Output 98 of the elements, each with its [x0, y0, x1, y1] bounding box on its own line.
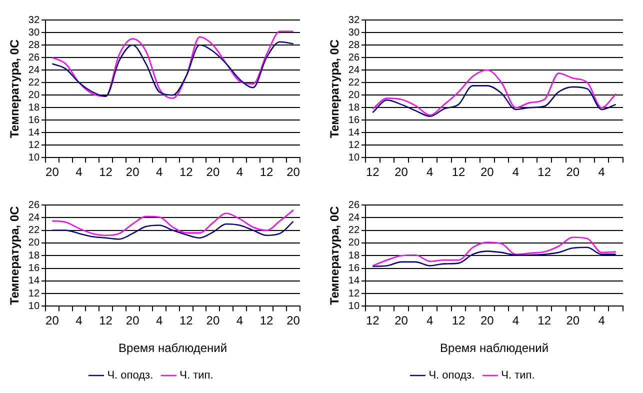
- x-tick-label: 4: [76, 165, 83, 180]
- x-tick-label: 20: [566, 314, 580, 328]
- x-tick-label: 20: [126, 165, 140, 180]
- x-tick-label: 4: [598, 165, 606, 180]
- x-tick-label: 20: [394, 314, 408, 328]
- x-tick-label: 12: [179, 314, 194, 328]
- y-tick-label: 26: [28, 200, 40, 211]
- y-tick-label: 14: [28, 127, 40, 138]
- line-series: [52, 220, 294, 240]
- x-tick-label: 20: [46, 314, 60, 328]
- x-tick-label: 20: [566, 165, 580, 180]
- y-tick-label: 32: [28, 14, 40, 26]
- y-tick-label: 20: [348, 238, 360, 249]
- y-tick-label: 14: [348, 127, 360, 138]
- y-tick-label: 24: [348, 64, 360, 76]
- y-tick-label: 10: [348, 300, 360, 312]
- x-tick-label: 12: [99, 165, 113, 180]
- y-tick-label: 24: [28, 64, 40, 76]
- y-tick-label: 26: [28, 52, 40, 64]
- x-tick-label: 12: [260, 314, 274, 328]
- x-tick-label: 4: [156, 165, 164, 180]
- y-tick-label: 10: [28, 152, 40, 164]
- legend-label: Ч. тип.: [180, 370, 214, 382]
- x-tick-label: 4: [156, 314, 164, 328]
- y-tick-label: 18: [28, 102, 40, 114]
- x-tick-label: 20: [46, 165, 60, 180]
- y-tick-label: 12: [348, 140, 360, 151]
- y-tick-label: 18: [28, 250, 40, 262]
- line-series: [372, 85, 616, 117]
- y-tick-label: 20: [28, 238, 40, 249]
- y-tick-label: 12: [348, 288, 360, 300]
- x-tick-label: 12: [538, 165, 552, 180]
- y-axis-title: Температура, 0С: [328, 39, 342, 138]
- y-tick-label: 10: [28, 300, 40, 312]
- y-tick-label: 18: [348, 102, 360, 114]
- x-tick-label: 4: [76, 314, 83, 328]
- y-axis-title: Температура, 0С: [8, 39, 22, 138]
- y-tick-label: 16: [348, 263, 360, 274]
- x-tick-label: 20: [206, 165, 220, 180]
- x-tick-label: 4: [236, 314, 244, 328]
- line-series: [52, 41, 294, 97]
- x-tick-label: 20: [126, 314, 140, 328]
- y-tick-label: 16: [348, 114, 360, 126]
- y-tick-label: 14: [28, 276, 40, 287]
- y-tick-label: 12: [28, 140, 40, 151]
- x-tick-label: 12: [452, 314, 466, 328]
- y-tick-label: 12: [28, 288, 40, 300]
- y-axis-title: Температура, 0С: [8, 206, 22, 305]
- y-tick-label: 22: [28, 77, 40, 88]
- x-tick-label: 4: [512, 314, 520, 328]
- y-tick-label: 20: [348, 90, 360, 101]
- line-series: [52, 30, 294, 99]
- x-tick-label: 4: [512, 165, 520, 180]
- y-tick-label: 18: [348, 250, 360, 262]
- y-tick-label: 24: [348, 212, 360, 224]
- x-tick-label: 12: [179, 165, 194, 180]
- x-tick-label: 12: [538, 314, 552, 328]
- x-tick-label: 12: [99, 314, 113, 328]
- y-tick-label: 30: [28, 27, 40, 38]
- y-tick-label: 22: [28, 225, 40, 236]
- x-tick-label: 4: [426, 165, 434, 180]
- x-tick-label: 20: [480, 165, 494, 180]
- x-tick-label: 20: [286, 165, 300, 180]
- y-tick-label: 26: [348, 200, 360, 211]
- x-tick-label: 4: [236, 165, 244, 180]
- x-tick-label: 12: [260, 165, 274, 180]
- y-tick-label: 10: [348, 152, 360, 164]
- y-tick-label: 22: [348, 225, 360, 236]
- y-tick-label: 22: [348, 77, 360, 88]
- y-tick-label: 28: [348, 40, 360, 51]
- line-series: [372, 236, 616, 266]
- x-tick-label: 20: [480, 314, 494, 328]
- x-tick-label: 4: [598, 314, 606, 328]
- x-axis-title: Время наблюдений: [440, 341, 549, 356]
- y-tick-label: 32: [348, 14, 360, 26]
- legend-label: Ч. оподз.: [107, 370, 154, 382]
- x-tick-label: 12: [452, 165, 466, 180]
- legend-label: Ч. оподз.: [428, 370, 475, 382]
- y-tick-label: 14: [348, 276, 360, 287]
- x-tick-label: 4: [426, 314, 434, 328]
- x-tick-label: 12: [366, 314, 380, 328]
- x-tick-label: 12: [366, 165, 380, 180]
- line-series: [52, 209, 294, 236]
- x-tick-label: 20: [394, 165, 408, 180]
- legend-label: Ч. тип.: [501, 370, 535, 382]
- y-tick-label: 20: [28, 90, 40, 101]
- line-series: [372, 69, 616, 116]
- y-axis-title: Температура, 0С: [328, 206, 342, 305]
- y-tick-label: 16: [28, 263, 40, 274]
- y-tick-label: 16: [28, 114, 40, 126]
- y-tick-label: 26: [348, 52, 360, 64]
- line-series: [372, 246, 616, 268]
- x-tick-label: 20: [286, 314, 300, 328]
- x-tick-label: 20: [206, 314, 220, 328]
- y-tick-label: 24: [28, 212, 40, 224]
- y-tick-label: 28: [28, 40, 40, 51]
- y-tick-label: 30: [348, 27, 360, 38]
- x-axis-title: Время наблюдений: [118, 341, 228, 356]
